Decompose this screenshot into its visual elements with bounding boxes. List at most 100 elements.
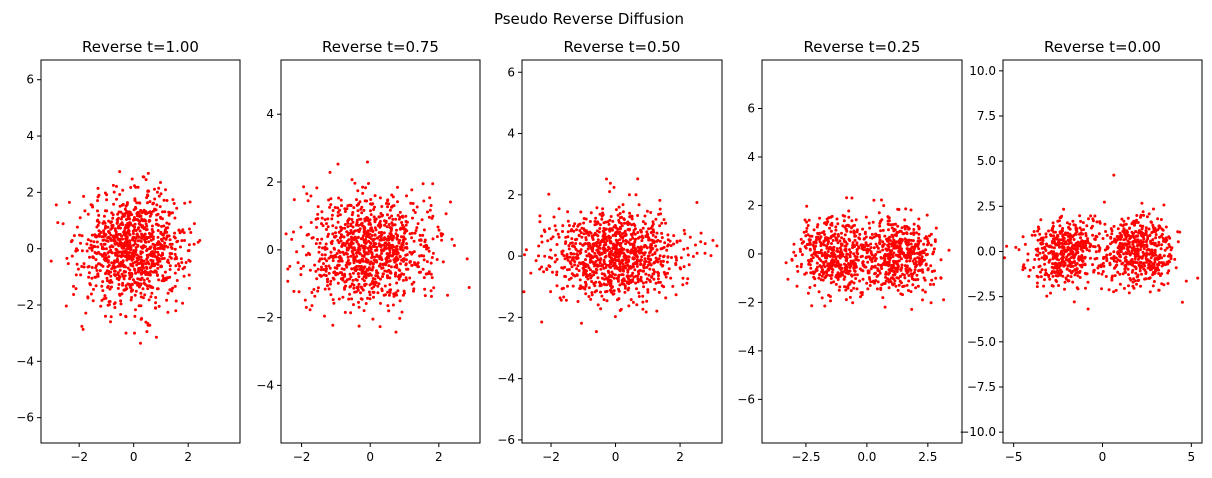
data-point	[853, 273, 857, 277]
data-point	[369, 268, 373, 272]
data-point	[373, 220, 377, 224]
data-point	[545, 268, 549, 272]
data-point	[286, 279, 290, 283]
data-point	[810, 304, 814, 308]
data-point	[603, 232, 607, 236]
data-point	[1060, 259, 1064, 263]
data-point	[128, 282, 131, 286]
data-point	[316, 289, 320, 293]
data-point	[115, 277, 119, 280]
data-point	[181, 301, 185, 305]
data-point	[598, 227, 602, 230]
data-point	[408, 276, 412, 280]
data-point	[144, 320, 148, 324]
data-point	[615, 276, 619, 280]
data-point	[820, 270, 824, 274]
data-point	[1047, 273, 1051, 277]
data-point	[883, 305, 887, 309]
data-point	[111, 216, 115, 220]
data-point	[715, 244, 719, 248]
data-point	[1023, 266, 1027, 270]
data-point	[110, 261, 114, 265]
data-point	[362, 225, 366, 229]
data-point	[645, 230, 649, 234]
data-point	[151, 202, 155, 206]
data-point	[1033, 258, 1037, 261]
data-point	[1043, 257, 1047, 261]
data-point	[465, 257, 469, 261]
data-point	[114, 247, 118, 251]
data-point	[1040, 268, 1044, 272]
data-point	[816, 250, 820, 254]
data-point	[404, 220, 408, 223]
data-point	[422, 254, 426, 258]
y-tick-label: 6	[747, 101, 755, 115]
data-point	[581, 243, 585, 247]
data-point	[109, 278, 113, 282]
data-point	[609, 279, 613, 283]
data-point	[795, 264, 799, 268]
data-point	[1164, 236, 1168, 240]
data-point	[184, 261, 188, 264]
data-point	[860, 268, 863, 272]
data-point	[415, 226, 419, 230]
data-point	[80, 234, 84, 238]
data-point	[67, 200, 71, 204]
data-point	[98, 269, 102, 273]
data-point	[611, 253, 614, 257]
data-point	[678, 239, 682, 243]
data-point	[290, 237, 294, 241]
data-point	[580, 285, 584, 289]
data-point	[542, 270, 546, 274]
data-point	[1052, 246, 1056, 250]
data-point	[128, 213, 132, 217]
data-point	[159, 265, 163, 269]
data-point	[1035, 281, 1039, 285]
data-point	[608, 255, 612, 259]
data-point	[817, 257, 821, 261]
data-point	[97, 229, 101, 233]
data-point	[640, 239, 644, 243]
data-point	[800, 262, 803, 266]
data-point	[107, 219, 111, 223]
data-point	[871, 280, 875, 284]
data-point	[843, 233, 847, 237]
data-point	[410, 188, 414, 192]
data-point	[1109, 256, 1113, 260]
data-point	[140, 276, 144, 280]
data-point	[386, 199, 390, 203]
data-point	[359, 207, 363, 211]
data-point	[594, 233, 598, 237]
data-point	[396, 250, 399, 254]
data-point	[549, 237, 553, 241]
data-point	[146, 271, 150, 275]
data-point	[1127, 227, 1131, 230]
data-point	[636, 214, 640, 217]
data-point	[571, 284, 575, 288]
data-point	[814, 254, 818, 257]
data-point	[102, 252, 106, 256]
data-point	[161, 210, 164, 214]
data-point	[621, 239, 625, 243]
data-point	[926, 268, 930, 272]
data-point	[114, 253, 118, 257]
data-point	[611, 219, 615, 223]
data-point	[369, 226, 373, 230]
data-point	[932, 282, 936, 286]
data-point	[900, 238, 904, 242]
data-point	[522, 290, 526, 294]
data-point	[391, 217, 395, 221]
data-point	[838, 274, 842, 278]
data-point	[377, 231, 381, 235]
data-point	[144, 219, 147, 223]
data-point	[1014, 245, 1018, 249]
data-point	[1126, 267, 1130, 271]
data-point	[392, 204, 396, 208]
data-point	[330, 217, 334, 221]
data-point	[567, 244, 571, 248]
data-point	[881, 240, 885, 244]
data-point	[618, 212, 622, 215]
data-point	[127, 247, 131, 251]
data-point	[839, 263, 843, 267]
